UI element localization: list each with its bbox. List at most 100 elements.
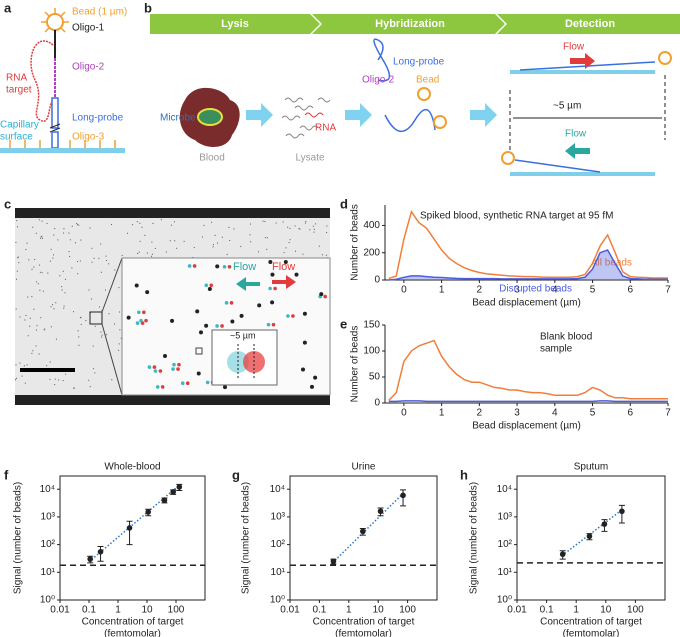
oligo-3 <box>9 140 116 148</box>
legend-label: All beads <box>591 258 632 269</box>
plot-frame <box>59 475 206 601</box>
speck <box>61 286 63 288</box>
speck <box>53 234 55 236</box>
speck <box>78 224 80 226</box>
speck <box>64 292 66 294</box>
bead-dot <box>222 385 227 390</box>
x-tick-label: 0.1 <box>312 605 326 616</box>
y-tick-label: 10¹ <box>498 567 513 578</box>
speck <box>313 228 315 230</box>
y-axis-label: Number of beads <box>350 326 361 403</box>
speck <box>111 379 113 381</box>
bead-dot <box>158 369 163 373</box>
point <box>586 533 593 540</box>
x-tick-label: 3 <box>514 285 520 296</box>
point <box>559 551 566 558</box>
bead-dot <box>160 385 165 389</box>
plot-frame <box>516 475 666 601</box>
x-tick-label: 6 <box>627 408 633 419</box>
plot-frame <box>289 475 438 601</box>
x-axis-label: Concentration of target <box>313 617 415 628</box>
point <box>360 528 366 535</box>
speck <box>138 251 140 253</box>
speck <box>41 272 43 274</box>
point <box>377 508 384 515</box>
label: Long-probe <box>393 57 445 68</box>
speck <box>146 252 148 254</box>
speck <box>326 225 328 227</box>
speck <box>55 338 57 340</box>
speck <box>211 221 213 223</box>
bead-dot <box>162 354 167 359</box>
y-tick-label: 150 <box>363 320 380 331</box>
annotation: sample <box>540 344 573 355</box>
speck <box>63 305 65 307</box>
beads <box>126 260 327 390</box>
bead-dot <box>257 303 262 308</box>
panel-letter: e <box>340 316 347 331</box>
speck <box>240 245 242 247</box>
bead-dot <box>268 260 273 265</box>
bead-dot <box>239 313 244 318</box>
speck <box>151 253 153 255</box>
arrow <box>345 103 372 127</box>
x-tick-label: 100 <box>627 605 644 616</box>
chart-title: Whole-blood <box>104 462 160 473</box>
y-tick-label: 50 <box>369 372 381 383</box>
point <box>176 484 183 490</box>
speck <box>118 287 120 289</box>
speck <box>136 221 138 223</box>
label: Oligo-2 <box>362 75 395 86</box>
bead-dot <box>187 264 192 268</box>
flow-arrow <box>236 277 260 291</box>
speck <box>283 252 285 254</box>
x-tick-label: 6 <box>627 285 633 296</box>
bead-dot <box>294 272 299 277</box>
speck <box>79 260 81 262</box>
bead-dot <box>270 300 275 305</box>
bead-dot <box>302 311 307 316</box>
step-label: Hybridization <box>375 18 445 30</box>
point <box>400 492 406 499</box>
speck <box>203 224 205 226</box>
speck <box>16 270 18 272</box>
panel-a: a Bead (1 µm) Oligo-1 Oligo-2 RNA target… <box>0 0 127 153</box>
bead-dot <box>319 292 324 297</box>
speck <box>113 323 115 325</box>
speck <box>17 256 19 258</box>
x-tick-label: 1 <box>439 285 445 296</box>
speck <box>53 308 55 310</box>
y-tick-label: 0 <box>374 398 380 409</box>
x-tick-label: 10 <box>141 605 153 616</box>
speck <box>16 226 18 228</box>
error-bar <box>126 520 133 546</box>
speck <box>42 237 44 239</box>
speck <box>47 272 49 274</box>
point <box>170 489 176 495</box>
speck <box>152 222 154 224</box>
speck <box>35 232 37 234</box>
bead-dot <box>309 384 314 389</box>
bead-dot <box>313 375 318 380</box>
speck <box>212 244 214 246</box>
speck <box>105 255 107 257</box>
speck <box>98 306 100 308</box>
speck <box>108 313 110 315</box>
speck <box>285 247 287 249</box>
speck <box>94 325 96 327</box>
bead-dot <box>196 371 201 376</box>
panel-letter: d <box>340 196 348 211</box>
speck <box>193 247 195 249</box>
speck <box>73 387 75 389</box>
x-tick-label: 2 <box>477 408 483 419</box>
speck <box>106 334 108 336</box>
speck <box>275 222 277 224</box>
y-tick-label: 10³ <box>498 512 513 523</box>
speck <box>79 316 81 318</box>
speck <box>304 222 306 224</box>
bead-dot <box>198 330 203 335</box>
speck <box>26 242 28 244</box>
bead-dot <box>229 301 234 305</box>
bead-dot <box>142 310 146 315</box>
error-bar <box>618 504 625 524</box>
